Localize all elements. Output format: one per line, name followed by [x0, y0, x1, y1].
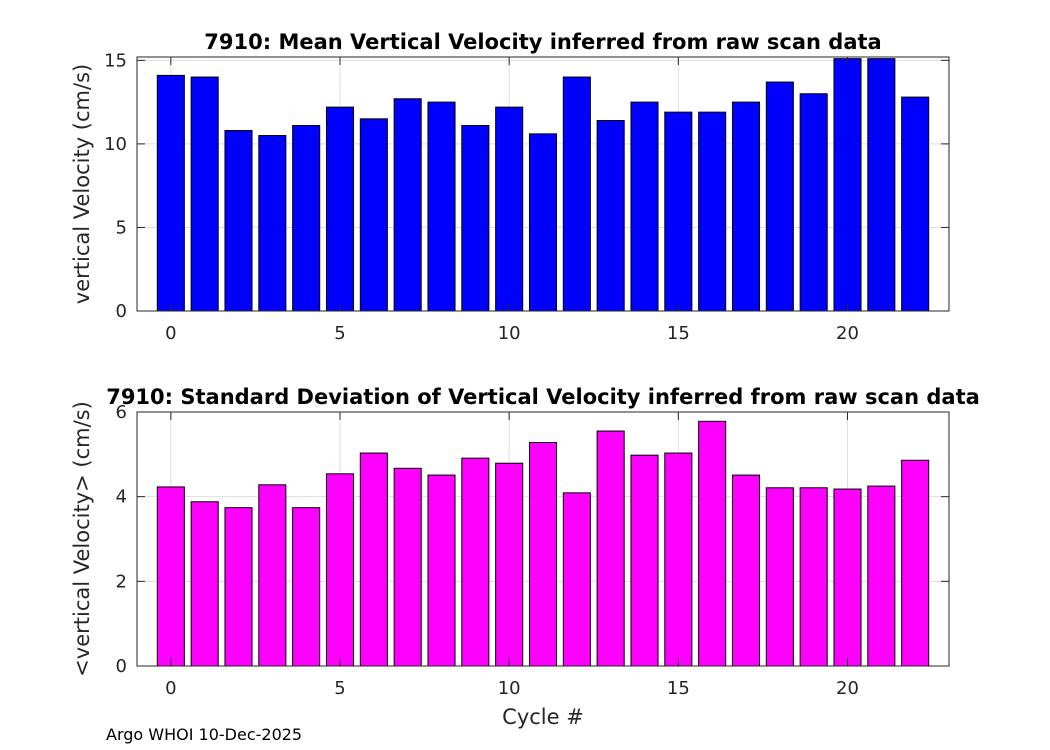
chart1-bar — [833, 58, 862, 312]
chart1-bar — [630, 101, 659, 312]
footer-credit: Argo WHOI 10-Dec-2025 — [106, 725, 303, 744]
chart2-bar — [664, 452, 693, 667]
chart1-axes-frame — [136, 56, 950, 312]
chart2-bar — [698, 420, 727, 667]
chart1-bar — [731, 101, 761, 312]
chart1-ytick-label: 10 — [104, 134, 127, 155]
chart1-title: 7910: Mean Vertical Velocity inferred fr… — [204, 30, 881, 54]
chart2-bar — [596, 430, 625, 667]
chart1-ytick-label: 5 — [116, 217, 127, 238]
chart2-ylabel: <vertical Velocity> (cm/s) — [70, 401, 94, 677]
chart1-bar — [901, 96, 930, 312]
chart1-xtick-label: 20 — [836, 323, 859, 344]
chart2-bar — [528, 441, 558, 667]
chart2-bar — [461, 457, 490, 667]
chart1-bar — [765, 81, 794, 312]
chart1-xtick-label: 0 — [165, 323, 176, 344]
chart2-bar — [393, 467, 422, 667]
chart1-xtick-label: 15 — [667, 323, 690, 344]
chart1-bar — [495, 106, 524, 312]
chart1-xtick-label: 5 — [334, 323, 345, 344]
chart2-bar — [630, 454, 659, 667]
chart1-ytick-label: 15 — [104, 50, 127, 71]
chart1-bar — [325, 106, 355, 312]
chart2-bar — [562, 492, 591, 667]
chart2-bar — [156, 486, 185, 667]
chart1-bar — [224, 130, 253, 312]
chart1-bar — [664, 111, 693, 312]
chart2-xtick-label: 10 — [498, 678, 521, 699]
chart1-bar — [190, 76, 219, 312]
chart2-bar — [224, 507, 253, 667]
chart2-xtick-label: 5 — [334, 678, 345, 699]
chart2-bar — [325, 473, 355, 667]
chart1-ytick-label: 0 — [116, 301, 127, 322]
chart2-bar — [799, 487, 828, 667]
chart2-bar — [495, 462, 524, 667]
chart2-ytick-label: 4 — [116, 487, 127, 508]
chart2-bar — [359, 452, 388, 667]
chart2-bar — [292, 507, 321, 667]
chart1-bar — [393, 98, 422, 312]
chart1-bar — [461, 125, 490, 312]
chart2-axes-frame — [136, 411, 950, 667]
chart1-bar — [867, 58, 896, 312]
chart2-bar — [833, 488, 862, 667]
chart2-bar — [427, 474, 456, 667]
chart2-xtick-label: 15 — [667, 678, 690, 699]
chart1-bar — [562, 76, 591, 312]
chart1-bar — [292, 125, 321, 312]
chart2-bar — [901, 459, 930, 667]
chart2-title: 7910: Standard Deviation of Vertical Vel… — [106, 385, 980, 409]
chart1-bar — [427, 101, 456, 312]
chart2-ytick-label: 6 — [116, 402, 127, 423]
chart1-bar — [799, 93, 828, 312]
chart1-bar — [528, 133, 558, 312]
chart1-bar — [258, 135, 287, 312]
chart1-bar — [156, 74, 185, 312]
chart1-bar — [698, 111, 727, 312]
chart2-bar — [731, 474, 761, 667]
chart2-xtick-label: 0 — [165, 678, 176, 699]
chart2-bar — [765, 487, 794, 667]
chart1-ylabel: vertical Velocity (cm/s) — [70, 64, 94, 304]
chart2-xtick-label: 20 — [836, 678, 859, 699]
chart1-bar — [359, 118, 388, 312]
chart2-xlabel: Cycle # — [502, 705, 584, 729]
chart2-bar — [867, 485, 896, 667]
chart2-bar — [258, 484, 287, 667]
chart2-ytick-label: 2 — [116, 571, 127, 592]
chart1-bar — [596, 120, 625, 312]
chart1-xtick-label: 10 — [498, 323, 521, 344]
chart2-bar — [190, 501, 219, 667]
chart2-ytick-label: 0 — [116, 656, 127, 677]
